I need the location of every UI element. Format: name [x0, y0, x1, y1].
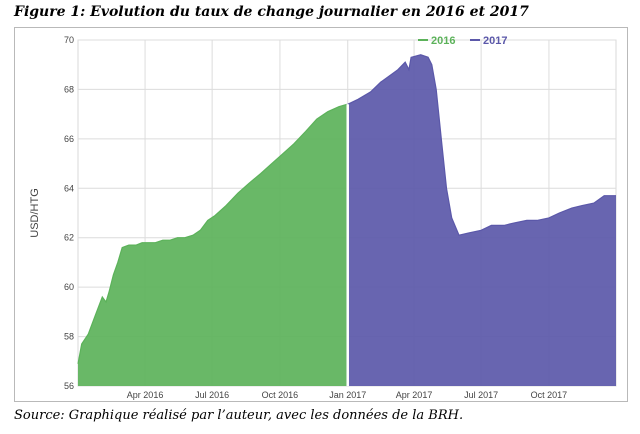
areas: [77, 54, 616, 387]
y-tick-label: 56: [64, 381, 74, 391]
area-2016: [78, 104, 347, 387]
chart-frame: [14, 27, 628, 402]
y-tick-label: 64: [64, 183, 74, 193]
line-2016: [77, 103, 348, 364]
y-tick-label: 66: [64, 134, 74, 144]
y-tick-label: 68: [64, 84, 74, 94]
y-tick-label: 70: [64, 35, 74, 45]
legend-item-2016: 2016: [418, 35, 455, 47]
area-2017: [347, 54, 616, 387]
y-axis-label: USD/HTG: [29, 188, 41, 238]
line-2017: [347, 54, 616, 236]
legend-label: 2016: [431, 35, 455, 47]
legend-label: 2017: [483, 35, 507, 47]
x-axis-ticks: Apr 2016 Jul 2016 Oct 2016 Jan 2017 Apr 2017…: [127, 390, 567, 400]
x-tick-label: Apr 2017: [396, 390, 433, 400]
y-tick-label: 58: [64, 332, 74, 342]
x-tick-label: Jul 2016: [195, 390, 229, 400]
figure-source: Source: Graphique réalisé par l’auteur, …: [14, 408, 464, 423]
x-tick-label: Jul 2017: [464, 390, 498, 400]
legend: 2016 2017: [418, 35, 507, 47]
x-tick-label: Apr 2016: [127, 390, 164, 400]
y-tick-label: 60: [64, 282, 74, 292]
x-tick-label: Oct 2017: [531, 390, 568, 400]
x-tick-label: Oct 2016: [262, 390, 299, 400]
figure-title: Figure 1: Evolution du taux de change jo…: [14, 4, 529, 20]
x-tick-label: Jan 2017: [329, 390, 366, 400]
legend-item-2017: 2017: [470, 35, 507, 47]
y-tick-label: 62: [64, 233, 74, 243]
y-axis-ticks: 56 58 60 62 64 66 68 70: [64, 35, 74, 391]
